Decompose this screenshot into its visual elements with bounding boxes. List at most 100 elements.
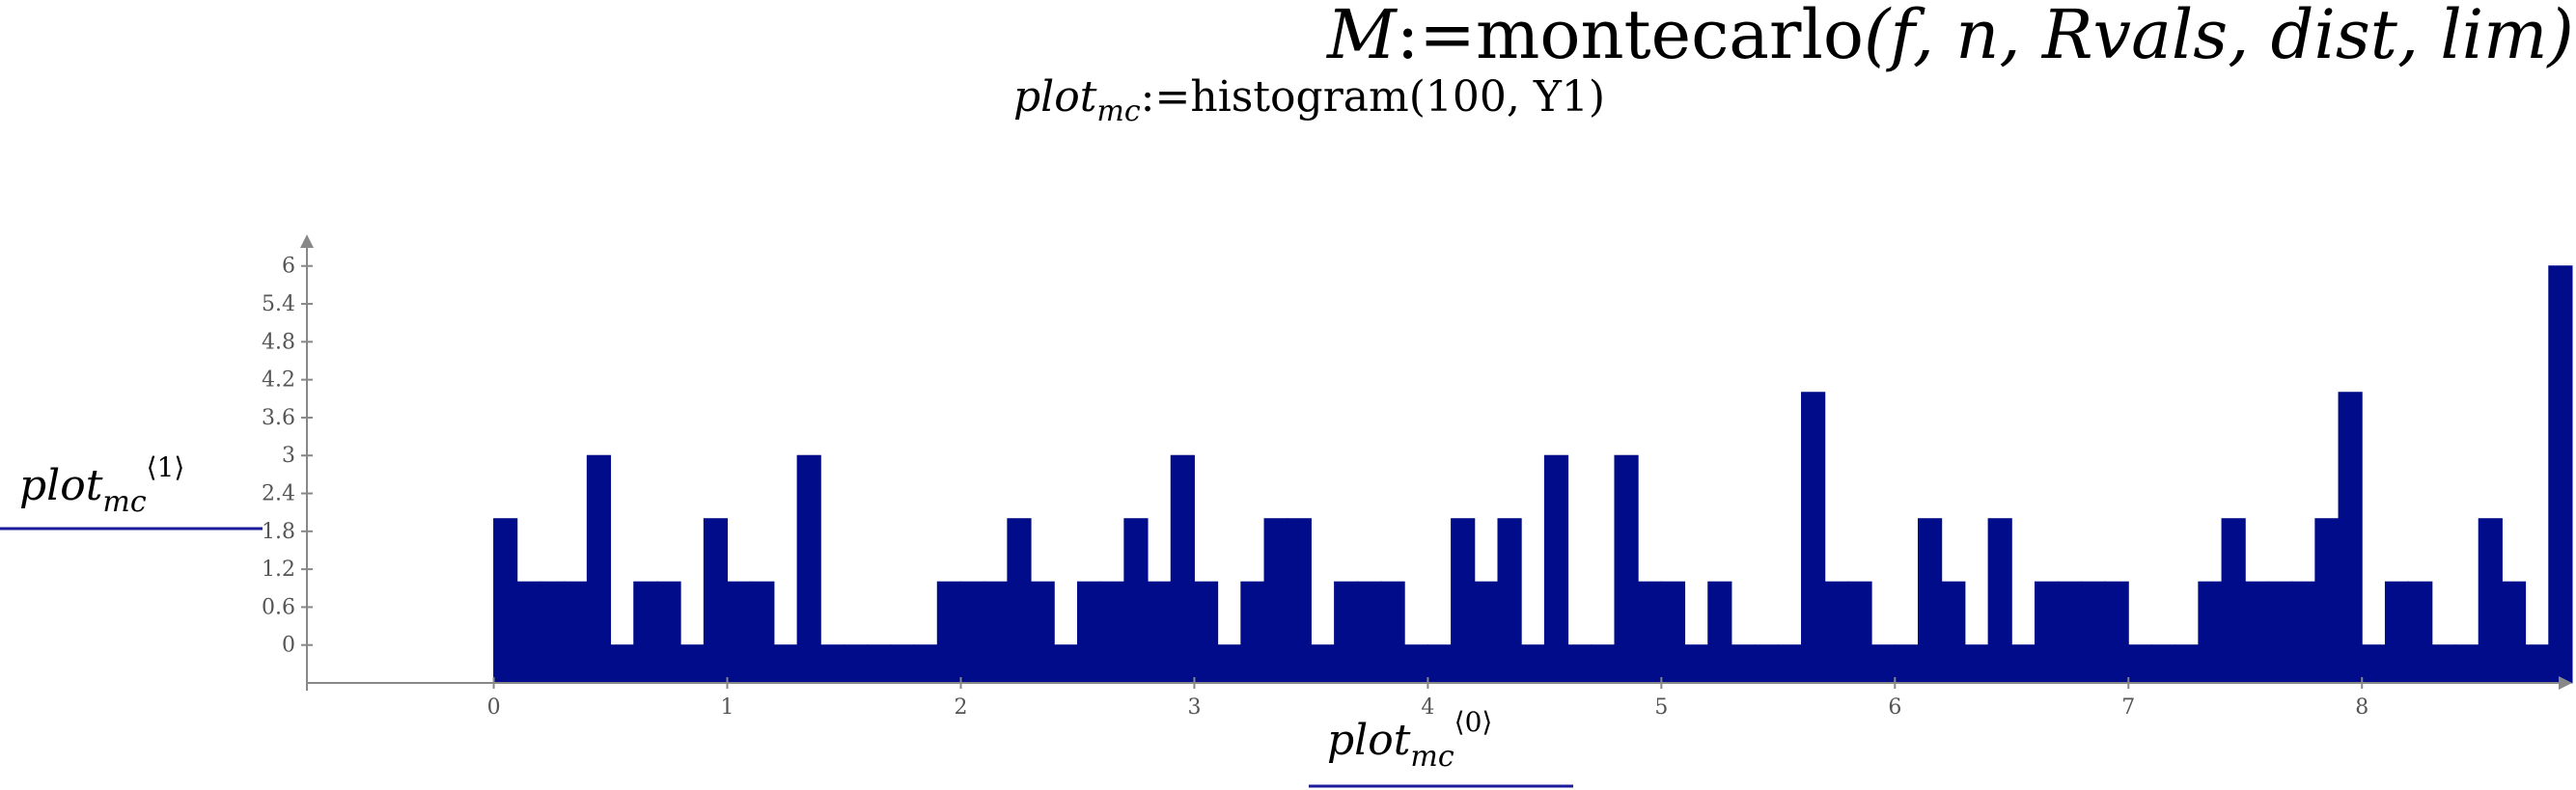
- bar: [1497, 518, 1522, 684]
- bar: [2478, 518, 2503, 684]
- bar: [1334, 581, 1359, 684]
- label-sub: mc: [102, 485, 146, 519]
- bar: [2127, 644, 2152, 684]
- eq-op: :=: [1397, 0, 1476, 74]
- bar: [844, 644, 869, 684]
- x-tick-label: 3: [1187, 695, 1201, 720]
- bar: [1543, 454, 1569, 684]
- label-sup: ⟨0⟩: [1454, 706, 1493, 738]
- bar: [2198, 581, 2223, 684]
- bar: [890, 644, 915, 684]
- bar: [1987, 518, 2012, 684]
- y-tick-label: 6: [282, 255, 295, 279]
- bar: [1310, 644, 1336, 684]
- bar: [2384, 581, 2410, 684]
- label-base: plot: [19, 461, 103, 510]
- y-tick-label: 0.6: [262, 595, 295, 619]
- y-tick-label: 5.4: [262, 292, 295, 316]
- bar: [610, 644, 635, 684]
- eq-op: :=: [1141, 72, 1191, 122]
- bar: [2150, 644, 2176, 684]
- bar: [1076, 581, 1102, 684]
- bar: [983, 581, 1009, 684]
- bar: [819, 644, 845, 684]
- x-tick-label: 4: [1421, 695, 1434, 720]
- bar: [563, 581, 588, 684]
- x-tick-label: 8: [2355, 695, 2368, 720]
- x-tick-label: 5: [1654, 695, 1668, 720]
- bar: [1193, 581, 1219, 684]
- bar: [2244, 581, 2269, 684]
- bar: [1707, 581, 1732, 684]
- x-tick-label: 1: [721, 695, 734, 720]
- bar: [516, 581, 541, 684]
- label-sub: mc: [1410, 740, 1454, 774]
- eq-args: (100, Y1): [1409, 72, 1605, 122]
- bar: [959, 581, 985, 684]
- eq-lhs: M: [1325, 0, 1399, 74]
- bar: [2010, 644, 2036, 684]
- bar: [1100, 581, 1125, 684]
- bar: [2104, 581, 2129, 684]
- bar: [540, 581, 565, 684]
- y-axis-arrow: [300, 234, 314, 248]
- y-tick-label: 4.8: [262, 330, 295, 354]
- bar: [1731, 644, 1756, 684]
- bar: [1964, 644, 1989, 684]
- bar: [1847, 581, 1872, 684]
- bar: [2548, 265, 2573, 684]
- bar: [1403, 644, 1428, 684]
- y-axis-label: plotmc⟨1⟩: [19, 451, 184, 519]
- label-sup: ⟨1⟩: [147, 451, 185, 483]
- bar: [1894, 644, 1920, 684]
- bar: [2081, 581, 2106, 684]
- bar: [1684, 644, 1709, 684]
- eq-fn: histogram: [1190, 72, 1408, 122]
- bar: [2338, 392, 2363, 684]
- bar: [1474, 581, 1499, 684]
- bar: [936, 581, 961, 684]
- bar: [2314, 518, 2340, 684]
- y-tick-label: 3: [282, 444, 295, 468]
- bar: [1941, 581, 1966, 684]
- bar: [867, 644, 892, 684]
- bar: [1660, 581, 1686, 684]
- bar: [913, 644, 938, 684]
- bar: [1870, 644, 1896, 684]
- bar: [493, 518, 518, 684]
- bar: [2408, 581, 2433, 684]
- x-axis-label: plotmc⟨0⟩: [1327, 706, 1492, 774]
- equation-2: plotmc:=histogram(100, Y1): [1013, 72, 1605, 128]
- bar: [1170, 454, 1195, 684]
- bar: [1754, 644, 1779, 684]
- bar: [703, 518, 729, 684]
- bar: [1591, 644, 1616, 684]
- bar: [1007, 518, 1032, 684]
- x-tick-label: 2: [954, 695, 967, 720]
- bar: [1357, 581, 1382, 684]
- x-tick-label: 0: [487, 695, 501, 720]
- bar: [1217, 644, 1242, 684]
- label-base: plot: [1327, 716, 1411, 765]
- bar: [1380, 581, 1405, 684]
- bar: [2501, 581, 2527, 684]
- bar: [1520, 644, 1545, 684]
- bar: [1426, 644, 1453, 684]
- bar: [2058, 581, 2083, 684]
- x-axis-arrow: [2559, 676, 2572, 690]
- bar: [1824, 581, 1849, 684]
- y-tick-label: 3.6: [262, 406, 295, 430]
- bar: [2431, 644, 2456, 684]
- eq-args: (f, n, Rvals, dist, lim): [1864, 0, 2574, 74]
- bar: [1614, 454, 1639, 684]
- plot: 0 0.6 1.2 1.8 2.4 3 3.6 4.2 4.8 5.4 6 0 1 2 3 4 5 6 7 8: [262, 234, 2573, 720]
- bar: [1637, 581, 1662, 684]
- bar: [1123, 518, 1149, 684]
- bar: [633, 581, 658, 684]
- bar: [2174, 644, 2200, 684]
- bar: [1263, 518, 1288, 684]
- bar: [727, 581, 752, 684]
- y-tick-label: 2.4: [262, 482, 295, 506]
- x-tick-label: 7: [2121, 695, 2135, 720]
